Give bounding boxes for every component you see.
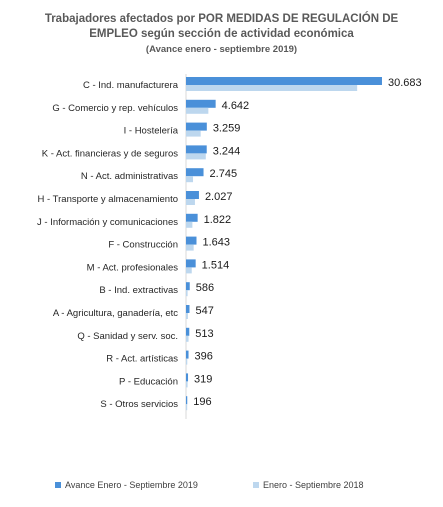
bar-2018-10: [186, 313, 188, 319]
bar-2019-10: [186, 305, 190, 313]
category-label: H - Transporte y almacenamiento: [38, 194, 178, 205]
bar-2019-11: [186, 327, 190, 336]
bar-2018-4: [186, 176, 194, 183]
value-label: 586: [196, 282, 214, 294]
legend-item-2019-label: Avance Enero - Septiembre 2019: [65, 480, 198, 490]
bar-2018-8: [186, 267, 192, 274]
bar-2019-3: [186, 145, 207, 154]
value-label: 3.259: [213, 123, 241, 135]
category-label: Q - Sanidad y serv. soc.: [77, 331, 178, 342]
bar-2019-8: [186, 259, 196, 268]
bar-2019-14: [186, 396, 188, 405]
category-label: R - Act. artísticas: [106, 354, 178, 365]
bar-2019-1: [186, 99, 216, 108]
category-label: A - Agricultura, ganadería, etc: [53, 308, 178, 319]
legend-item-2018-label: Enero - Septiembre 2018: [263, 480, 364, 490]
value-label: 1.822: [204, 214, 232, 226]
value-label: 4.642: [222, 100, 250, 112]
bar-2019-5: [186, 191, 199, 199]
bar-2018-6: [186, 221, 193, 228]
bar-2019-9: [186, 282, 190, 291]
value-label: 396: [195, 351, 213, 363]
bars-layer: [186, 77, 382, 411]
value-label: 513: [195, 328, 213, 340]
bar-2018-9: [186, 290, 188, 297]
value-label: 1.643: [202, 237, 230, 249]
bar-2018-1: [186, 107, 209, 114]
category-label: M - Act. profesionales: [87, 262, 179, 273]
value-label: 2.027: [205, 191, 233, 203]
category-label: B - Ind. extractivas: [99, 285, 178, 296]
chart-title-line-2: EMPLEO según sección de actividad económ…: [89, 28, 354, 40]
legend-item-2018-swatch: [253, 482, 259, 488]
labels-layer: C - Ind. manufacturera 30.683 G - Comercio…: [37, 77, 422, 410]
value-label: 547: [195, 305, 213, 317]
bar-2019-6: [186, 213, 198, 222]
bar-2018-2: [186, 130, 201, 137]
category-label: S - Otros servicios: [100, 399, 178, 410]
chart-title-line-1: Trabajadores afectados por POR MEDIDAS D…: [44, 13, 399, 25]
value-label: 30.683: [388, 77, 422, 89]
chart-title-block: Trabajadores afectados por POR MEDIDAS D…: [0, 12, 443, 58]
category-label: N - Act. administrativas: [81, 171, 178, 182]
category-label: I - Hostelería: [124, 126, 179, 137]
bar-2018-0: [186, 85, 358, 91]
category-label: K - Act. financieras y de seguros: [42, 148, 178, 159]
value-label: 196: [193, 396, 211, 408]
bar-2018-11: [186, 335, 189, 342]
bar-2018-5: [186, 199, 195, 205]
legend-item-2019-swatch: [55, 482, 61, 488]
legend: Avance Enero - Septiembre 2019 Enero - Se…: [55, 480, 364, 490]
bar-2019-0: [186, 77, 382, 85]
bar-2019-13: [186, 373, 189, 382]
category-label: P - Educación: [119, 376, 178, 387]
value-label: 3.244: [213, 145, 241, 157]
chart-subtitle: (Avance enero - septiembre 2019): [145, 44, 298, 55]
bar-2018-3: [186, 153, 206, 160]
category-label: C - Ind. manufacturera: [83, 80, 179, 91]
bar-2019-7: [186, 236, 197, 245]
category-label: J - Información y comunicaciones: [37, 217, 178, 228]
bar-2018-7: [186, 244, 194, 251]
category-label: F - Construcción: [108, 240, 178, 251]
bar-2019-2: [186, 122, 207, 131]
bar-2019-4: [186, 168, 204, 177]
value-label: 2.745: [210, 168, 238, 180]
value-label: 1.514: [202, 259, 230, 271]
bar-2018-13: [186, 381, 188, 388]
category-label: G - Comercio y rep. vehículos: [52, 103, 178, 114]
bar-2019-12: [186, 350, 189, 359]
bar-2018-14: [186, 404, 188, 411]
bar-2018-12: [186, 358, 188, 365]
value-label: 319: [194, 373, 212, 385]
